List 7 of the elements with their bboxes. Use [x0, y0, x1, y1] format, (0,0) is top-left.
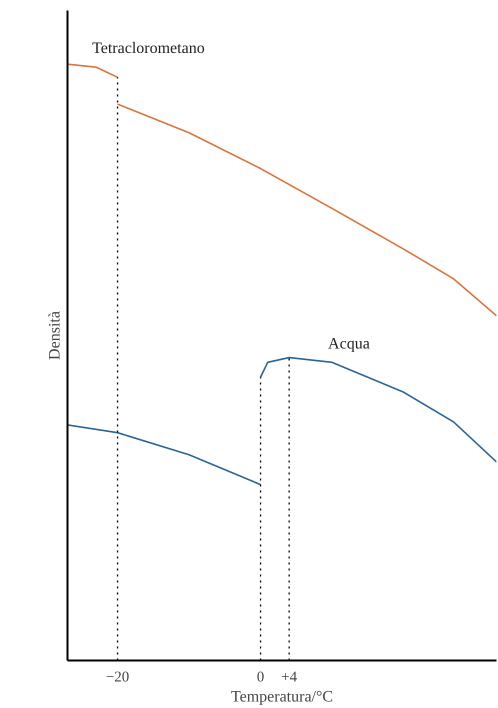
x-axis-title: Temperatura/°C	[230, 688, 334, 706]
x-tick-label: −20	[106, 670, 130, 686]
series-label: Tetraclorometano	[92, 40, 205, 58]
series-label: Acqua	[328, 335, 370, 352]
x-tick-label: 0	[256, 670, 264, 686]
y-axis-title: Densità	[46, 311, 64, 360]
x-tick-label: +4	[281, 670, 298, 686]
